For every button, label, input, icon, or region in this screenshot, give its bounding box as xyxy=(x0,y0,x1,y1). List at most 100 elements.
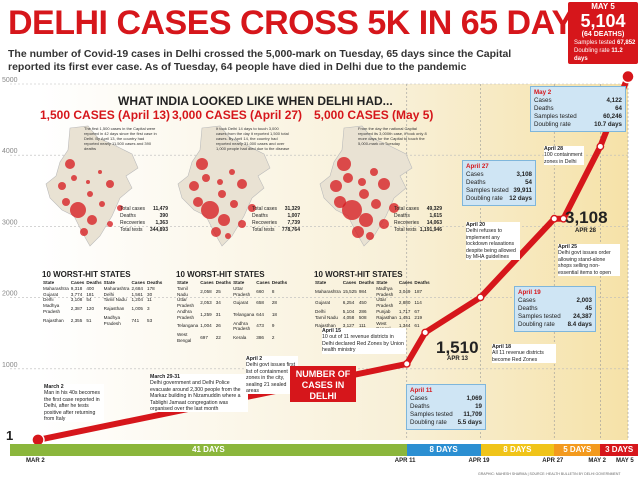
table-cell: Tamil Nadu xyxy=(177,285,188,297)
panel-description: From the day the national Capital report… xyxy=(358,126,427,146)
day-band: 41 DAYS xyxy=(10,444,407,456)
case-bubble xyxy=(342,200,362,220)
india-map xyxy=(177,125,271,247)
stat-label: Total tests xyxy=(120,227,143,233)
infobox-label: Doubling rate xyxy=(410,419,447,426)
table-cell: 26 xyxy=(215,323,221,329)
infobox-apr11: April 11 Cases 1,069 Deaths 19 Samples teste… xyxy=(406,384,486,430)
stat-row: Deaths 1,615 xyxy=(394,213,442,220)
table-cell: Punjab xyxy=(376,308,391,314)
case-bubble xyxy=(343,173,353,183)
badge-deaths: (64 DEATHS) xyxy=(581,31,625,38)
data-point xyxy=(421,328,430,337)
table-cell: 5,104 xyxy=(342,308,355,314)
infobox-value: 39,911 xyxy=(513,187,532,194)
india-panel: 5,000 CASES (May 5) From the day the nati… xyxy=(314,108,442,270)
data-point xyxy=(621,69,635,84)
infobox-value: 19 xyxy=(475,403,482,410)
infobox-row: Cases 4,122 xyxy=(534,97,622,105)
panel-description: The first 1,500 cases in the Capital wer… xyxy=(84,126,157,151)
stat-label: Deaths xyxy=(252,213,268,219)
worst-hit-block: 10 WORST-HIT STATES State Cases Deaths State… xyxy=(42,270,162,326)
infobox-heading: April 27 xyxy=(466,163,489,170)
annot-apr28: April 28 100 containment zones in Delhi xyxy=(544,146,584,166)
case-bubble xyxy=(211,227,221,237)
annot-mar2: March 2 Man in his 40s becomes the first … xyxy=(44,384,104,423)
stat-value: 49,329 xyxy=(426,206,442,212)
subheadline: The number of Covid-19 cases in Delhi cr… xyxy=(8,48,512,73)
table-cell: 644 xyxy=(256,311,264,317)
table-cell: Gujarat xyxy=(233,300,249,306)
table-cell: 9,318 xyxy=(70,285,83,291)
table-cell: 22 xyxy=(215,335,221,341)
stat-value: 1,615 xyxy=(429,213,442,219)
table-row: Maharashtra 9,318 400 Maharashtra 2,684 178 xyxy=(42,286,163,292)
stat-label: Total cases xyxy=(120,206,146,212)
case-bubble xyxy=(193,197,203,207)
badge-doubling: Doubling rate 11.2 days xyxy=(574,48,623,62)
table-row: Madhya Pradesh 2,387 120 Rajasthan 1,005 3 xyxy=(42,303,163,315)
stat-value: 31,329 xyxy=(284,206,300,212)
table-cell: Tamil Nadu xyxy=(103,297,127,303)
day-band: 8 DAYS xyxy=(406,444,481,456)
table-row: Rajasthan 2,355 51 Madhya Pradesh 741 53 xyxy=(42,315,163,327)
table-cell: 2,684 xyxy=(131,285,143,291)
case-bubble xyxy=(229,169,235,175)
y-tick-label: 1000 xyxy=(2,362,18,369)
infobox-row: Deaths 64 xyxy=(534,105,622,113)
table-row: Tamil Nadu 4,058 508 Rajasthan 1,451 219 xyxy=(314,315,431,321)
x-tick-label: MAR 2 xyxy=(26,458,45,464)
stat-row: Deaths 1,007 xyxy=(252,213,300,220)
stat-value: 390 xyxy=(159,213,168,219)
table-row: Maharashtra 15,525 984 Madhya Pradesh 3,049 1… xyxy=(314,286,431,298)
table-cell: 51 xyxy=(86,317,92,323)
case-bubble xyxy=(201,201,219,219)
case-bubble xyxy=(334,196,346,208)
infobox-rows: Cases 3,108 Deaths 54 Samples tested 39,911 Do… xyxy=(466,171,532,203)
table-cell: 697 xyxy=(200,335,208,341)
table-cell: 15,525 xyxy=(342,288,357,294)
stat-row: Total cases 11,479 xyxy=(120,206,168,213)
infobox-value: 45 xyxy=(585,305,592,312)
infobox-value: 3,108 xyxy=(516,171,532,178)
table-cell: Rajasthan xyxy=(315,323,336,329)
table-cell: Andhra Pradesh xyxy=(177,308,195,320)
table-header: State Cases Deaths State Cases Deaths xyxy=(314,280,431,286)
case-bubble xyxy=(217,179,223,185)
panel-description: It took Delhi 14 days to touch 3,000 cas… xyxy=(216,126,290,151)
case-bubble xyxy=(379,219,389,229)
table-cell: Delhi xyxy=(103,291,115,297)
case-bubble xyxy=(87,191,93,197)
stat-row: Recoveries 14,063 xyxy=(394,220,442,227)
column-header: Cases xyxy=(70,280,85,285)
table-cell: 2,053 xyxy=(200,300,212,306)
table-row: Tamil Nadu 2,058 25 Uttar Pradesh 660 8 xyxy=(176,286,288,298)
table-cell: 120 xyxy=(86,306,95,312)
india-outline xyxy=(177,125,271,247)
case-bubble xyxy=(86,180,90,184)
case-bubble xyxy=(218,190,226,198)
table-cell: Madhya Pradesh xyxy=(103,314,121,326)
column-header: Deaths xyxy=(358,280,375,285)
table-cell: 3,774 xyxy=(70,291,83,297)
case-bubble xyxy=(378,178,390,190)
label-apr28: APR 28 xyxy=(575,228,597,234)
case-bubble xyxy=(71,175,77,181)
case-bubble xyxy=(58,182,66,190)
column-header: State xyxy=(43,280,55,285)
infobox-value: 12 days xyxy=(509,195,532,202)
case-bubble xyxy=(98,170,102,174)
column-header: Cases xyxy=(131,280,146,285)
data-point xyxy=(476,293,485,302)
infobox-value: 5.5 days xyxy=(457,419,482,426)
label-3108: 3,108 xyxy=(565,208,608,227)
case-bubble xyxy=(370,168,378,176)
table-header: State Cases Deaths State Cases Deaths xyxy=(176,280,288,286)
table-cell: West Bengal xyxy=(177,332,192,343)
india-panel: 3,000 CASES (April 27) It took Delhi 14 d… xyxy=(172,108,302,270)
stat-value: 11,479 xyxy=(152,206,168,212)
table-cell: 2 xyxy=(271,335,275,341)
table-cell: 28 xyxy=(271,300,277,306)
y-tick-label: 5000 xyxy=(2,77,18,84)
table-cell: Delhi xyxy=(43,297,54,303)
